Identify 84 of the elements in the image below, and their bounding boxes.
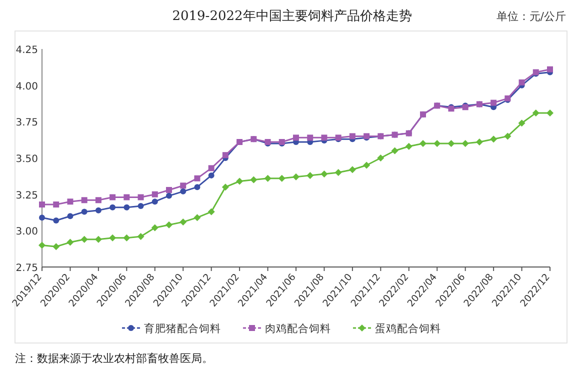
point [391, 147, 398, 154]
point [504, 132, 512, 140]
point [53, 202, 60, 208]
text: 单位：元/公斤 [496, 10, 566, 23]
point [546, 109, 554, 116]
point [67, 213, 74, 220]
point [123, 234, 130, 242]
point [53, 217, 60, 224]
point [334, 169, 342, 176]
point [124, 194, 130, 200]
point [292, 173, 300, 180]
point [293, 134, 299, 141]
point [222, 152, 228, 158]
legend-label: 育肥猪配合饲料 [144, 322, 221, 335]
point [180, 182, 186, 189]
y-tick-label: 4.25 [16, 45, 38, 56]
point [264, 174, 272, 182]
y-tick-label: 2.75 [16, 263, 38, 274]
point [321, 134, 328, 141]
point [518, 120, 526, 127]
point [194, 175, 200, 182]
point [152, 198, 158, 205]
point [307, 134, 314, 141]
point [434, 140, 441, 147]
point [462, 140, 469, 147]
point [110, 204, 116, 210]
point [110, 194, 116, 200]
chart-title: 2019-2022年中国主要饲料产品价格走势 [172, 8, 412, 24]
point [236, 178, 244, 185]
point [151, 224, 158, 232]
point [138, 202, 144, 209]
point [166, 186, 172, 193]
point [166, 221, 172, 228]
y-tick-label: 3.25 [16, 190, 38, 202]
point [532, 109, 540, 116]
point [547, 66, 553, 72]
point [278, 174, 286, 182]
point [38, 242, 46, 249]
point [518, 79, 525, 86]
point [363, 162, 370, 169]
point [405, 142, 412, 150]
point [490, 100, 497, 106]
point [39, 202, 45, 208]
point [377, 154, 384, 162]
point [67, 198, 74, 205]
legend-label: 肉鸡配合饲料 [265, 322, 331, 335]
point [152, 191, 158, 198]
point [81, 208, 88, 215]
point [348, 166, 356, 174]
point [208, 208, 215, 216]
point [448, 140, 455, 147]
point [166, 192, 172, 199]
point [194, 214, 201, 222]
y-tick-label: 3.50 [16, 154, 38, 165]
point [138, 194, 144, 200]
point [222, 184, 229, 191]
point [95, 197, 102, 204]
point [80, 236, 88, 243]
point [420, 140, 426, 147]
point [39, 214, 45, 221]
point [306, 172, 314, 179]
y-tick-label: 3.00 [16, 226, 38, 238]
point [109, 234, 116, 242]
point [94, 236, 102, 243]
point [250, 176, 258, 184]
point [180, 218, 187, 226]
point [476, 138, 483, 146]
text: 注：数据来源于农业农村部畜牧兽医局。 [15, 352, 213, 365]
point [180, 188, 186, 194]
point [208, 165, 214, 172]
point [52, 243, 60, 250]
point [320, 170, 328, 178]
legend-label: 蛋鸡配合饲料 [375, 322, 441, 335]
point [490, 136, 498, 143]
point [137, 232, 144, 240]
point [124, 204, 130, 210]
point [95, 207, 102, 214]
point [194, 184, 200, 190]
point [66, 238, 74, 246]
point [349, 133, 356, 140]
point [81, 197, 88, 204]
y-tick-label: 3.75 [16, 118, 38, 129]
y-tick-label: 4.00 [16, 81, 38, 92]
point [208, 172, 214, 178]
